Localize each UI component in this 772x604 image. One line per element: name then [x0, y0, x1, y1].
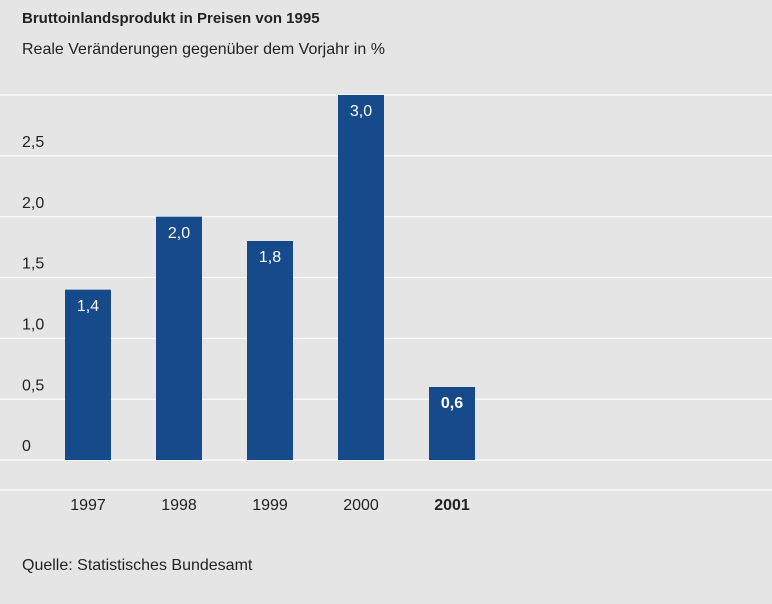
x-tick-label: 1998: [161, 497, 197, 514]
x-tick-label: 1999: [252, 497, 288, 514]
value-label: 1,4: [77, 298, 99, 315]
value-label: 2,0: [168, 225, 190, 242]
chart-title: Bruttoinlandsprodukt in Preisen von 1995: [22, 10, 320, 27]
y-tick-label: 0,5: [22, 377, 44, 394]
y-tick-label: 2,0: [22, 195, 44, 212]
value-label: 0,6: [441, 395, 463, 412]
y-tick-label: 1,0: [22, 317, 44, 334]
bar: [247, 241, 293, 460]
bar: [156, 216, 202, 460]
y-tick-label: 1,5: [22, 256, 44, 273]
x-tick-label: 1997: [70, 497, 106, 514]
x-tick-label: 2001: [434, 497, 470, 514]
y-tick-label: 0: [22, 438, 31, 455]
y-tick-label: 2,5: [22, 134, 44, 151]
value-label: 1,8: [259, 249, 281, 266]
source: Quelle: Statistisches Bundesamt: [22, 557, 253, 574]
chart-subtitle: Reale Veränderungen gegenüber dem Vorjah…: [22, 41, 385, 58]
value-label: 3,0: [350, 103, 372, 120]
bar: [429, 387, 475, 460]
bar: [65, 289, 111, 460]
bar: [338, 95, 384, 460]
x-tick-label: 2000: [343, 497, 379, 514]
